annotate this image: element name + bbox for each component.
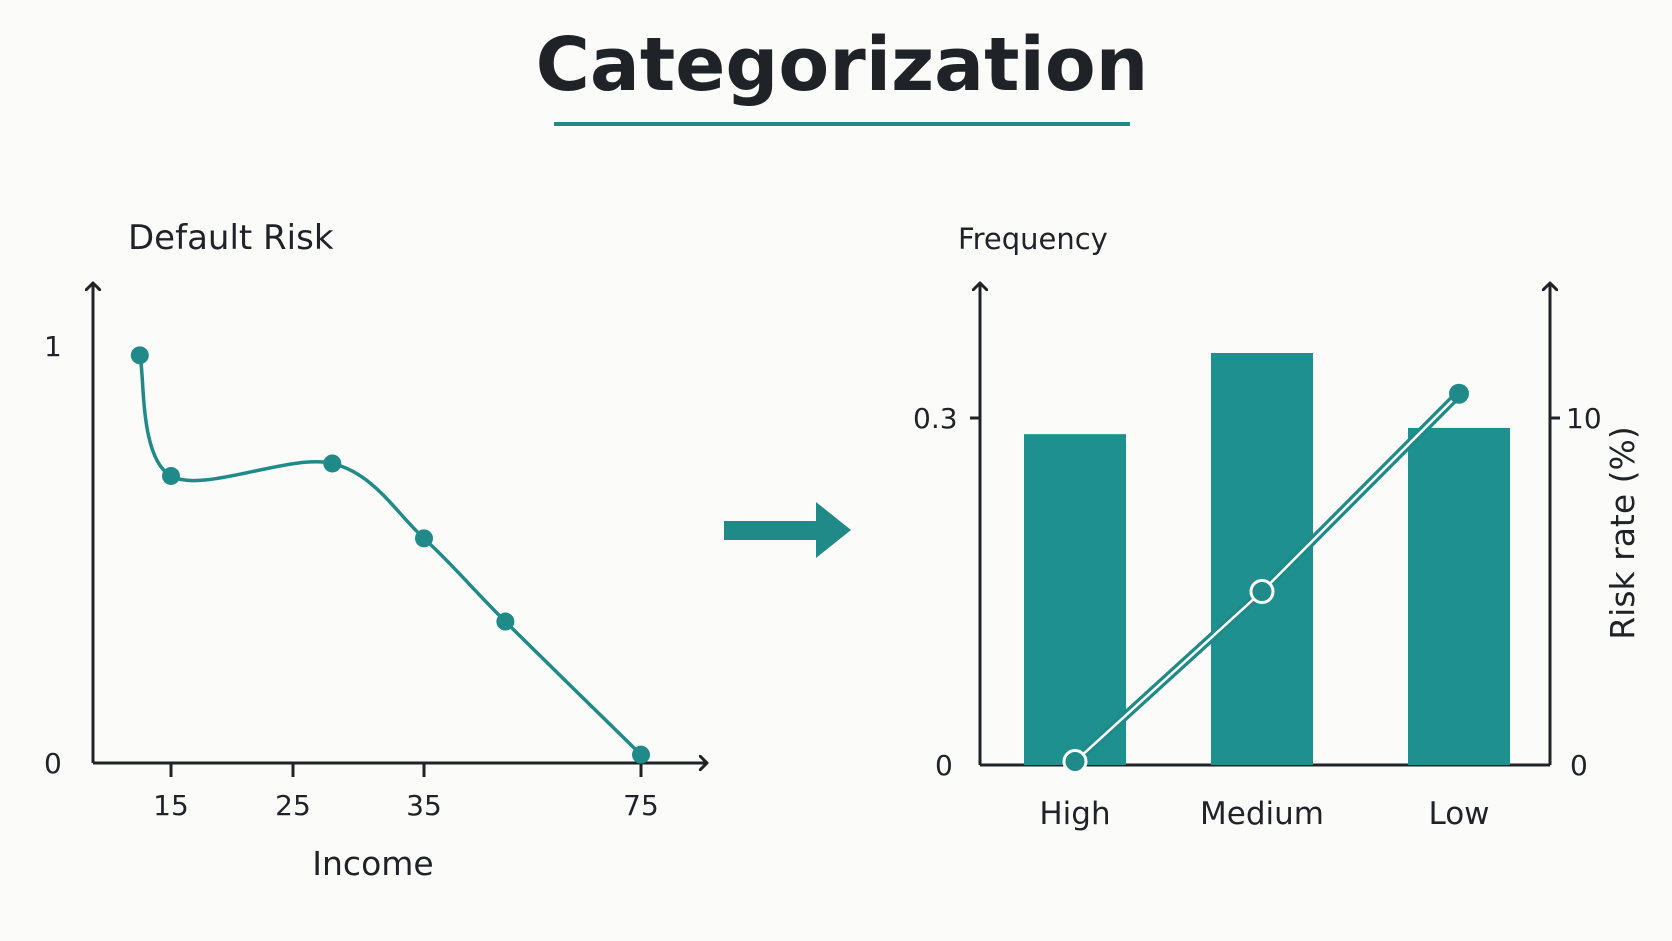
default-risk-point-3 bbox=[415, 529, 433, 548]
left-x-tick-35: 35 bbox=[406, 789, 442, 822]
risk-rate-point-inner-1 bbox=[1257, 586, 1267, 597]
left-y-tick-0: 0 bbox=[44, 747, 62, 780]
left-x-axis-label: Income bbox=[312, 844, 433, 883]
category-label-high: High bbox=[1039, 796, 1110, 832]
figure-title: Categorization bbox=[536, 22, 1149, 108]
left-y-tick-1: 1 bbox=[44, 330, 62, 363]
risk-rate-point-inner-0 bbox=[1070, 756, 1080, 767]
default-risk-point-4 bbox=[496, 612, 515, 631]
default-risk-point-0 bbox=[130, 346, 149, 365]
right-chart-title: Frequency bbox=[958, 222, 1108, 256]
default-risk-point-2 bbox=[323, 454, 342, 473]
right-y2-tick-0: 0 bbox=[1570, 749, 1588, 782]
left-x-tick-75: 75 bbox=[623, 789, 659, 822]
right-y-tick-0: 0 bbox=[935, 749, 953, 782]
default-risk-curve bbox=[138, 353, 643, 757]
right-y2-tick-10: 10 bbox=[1566, 402, 1602, 435]
left-x-tick-15: 15 bbox=[153, 789, 189, 822]
right-line-group bbox=[1062, 383, 1469, 775]
right-y-tick-03: 0.3 bbox=[913, 402, 958, 435]
right-y2-axis-label: Risk rate (%) bbox=[1603, 426, 1642, 640]
category-label-medium: Medium bbox=[1200, 796, 1324, 832]
default-risk-point-5 bbox=[632, 745, 650, 764]
frequency-bar-high bbox=[1024, 434, 1126, 765]
default-risk-point-1 bbox=[162, 466, 180, 485]
right-categories-group: High Medium Low bbox=[1039, 796, 1489, 832]
left-x-tick-25: 25 bbox=[275, 789, 311, 822]
right-arrow-icon bbox=[724, 502, 851, 558]
risk-rate-point-2 bbox=[1449, 383, 1469, 404]
category-label-low: Low bbox=[1428, 796, 1489, 832]
right-chart: Frequency 0.3 0 10 0 Risk rate (%) High M… bbox=[913, 222, 1642, 832]
frequency-bar-low bbox=[1408, 427, 1510, 765]
left-chart: Default Risk 1 0 15 25 35 75 Income bbox=[44, 218, 707, 883]
left-chart-title: Default Risk bbox=[128, 218, 334, 258]
left-plot-area bbox=[130, 346, 650, 764]
